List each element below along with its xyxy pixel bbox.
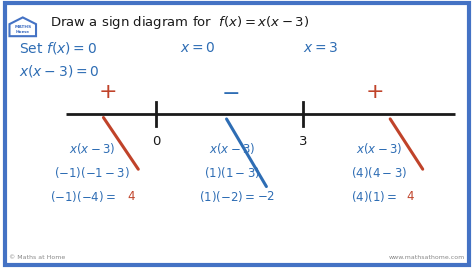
Text: 0: 0 (152, 135, 161, 148)
Text: $+$: $+$ (365, 83, 383, 102)
Text: MATHS
Home: MATHS Home (14, 25, 31, 34)
Text: $x(x-3) = 0$: $x(x-3) = 0$ (19, 63, 99, 79)
Text: $4$: $4$ (127, 191, 136, 203)
Text: $(1)(-2)=$: $(1)(-2)=$ (200, 189, 255, 204)
Text: © Maths at Home: © Maths at Home (9, 255, 66, 260)
Text: $-2$: $-2$ (257, 191, 275, 203)
Text: $x = 3$: $x = 3$ (303, 41, 338, 55)
Text: $x(x-3)$: $x(x-3)$ (69, 141, 116, 156)
Text: Draw a sign diagram for  $f(x) = x(x-3)$: Draw a sign diagram for $f(x) = x(x-3)$ (50, 14, 309, 31)
Text: $(-1)(-1-3)$: $(-1)(-1-3)$ (55, 165, 130, 180)
Text: $(4)(4-3)$: $(4)(4-3)$ (351, 165, 407, 180)
Text: $(1)(1-3)$: $(1)(1-3)$ (204, 165, 260, 180)
Text: $(4)(1)=$: $(4)(1)=$ (351, 189, 398, 204)
Text: 3: 3 (299, 135, 308, 148)
Text: www.mathsathome.com: www.mathsathome.com (388, 255, 465, 260)
Polygon shape (9, 17, 36, 36)
Text: Set $f(x) = 0$: Set $f(x) = 0$ (19, 40, 97, 56)
Text: $-$: $-$ (221, 83, 239, 102)
Text: $x(x-3)$: $x(x-3)$ (356, 141, 402, 156)
Text: $x = 0$: $x = 0$ (180, 41, 216, 55)
Text: $4$: $4$ (406, 191, 414, 203)
Text: $+$: $+$ (98, 83, 116, 102)
FancyBboxPatch shape (5, 3, 469, 265)
Text: $(-1)(-4)= $: $(-1)(-4)= $ (50, 189, 116, 204)
Text: $x(x-3)$: $x(x-3)$ (209, 141, 255, 156)
